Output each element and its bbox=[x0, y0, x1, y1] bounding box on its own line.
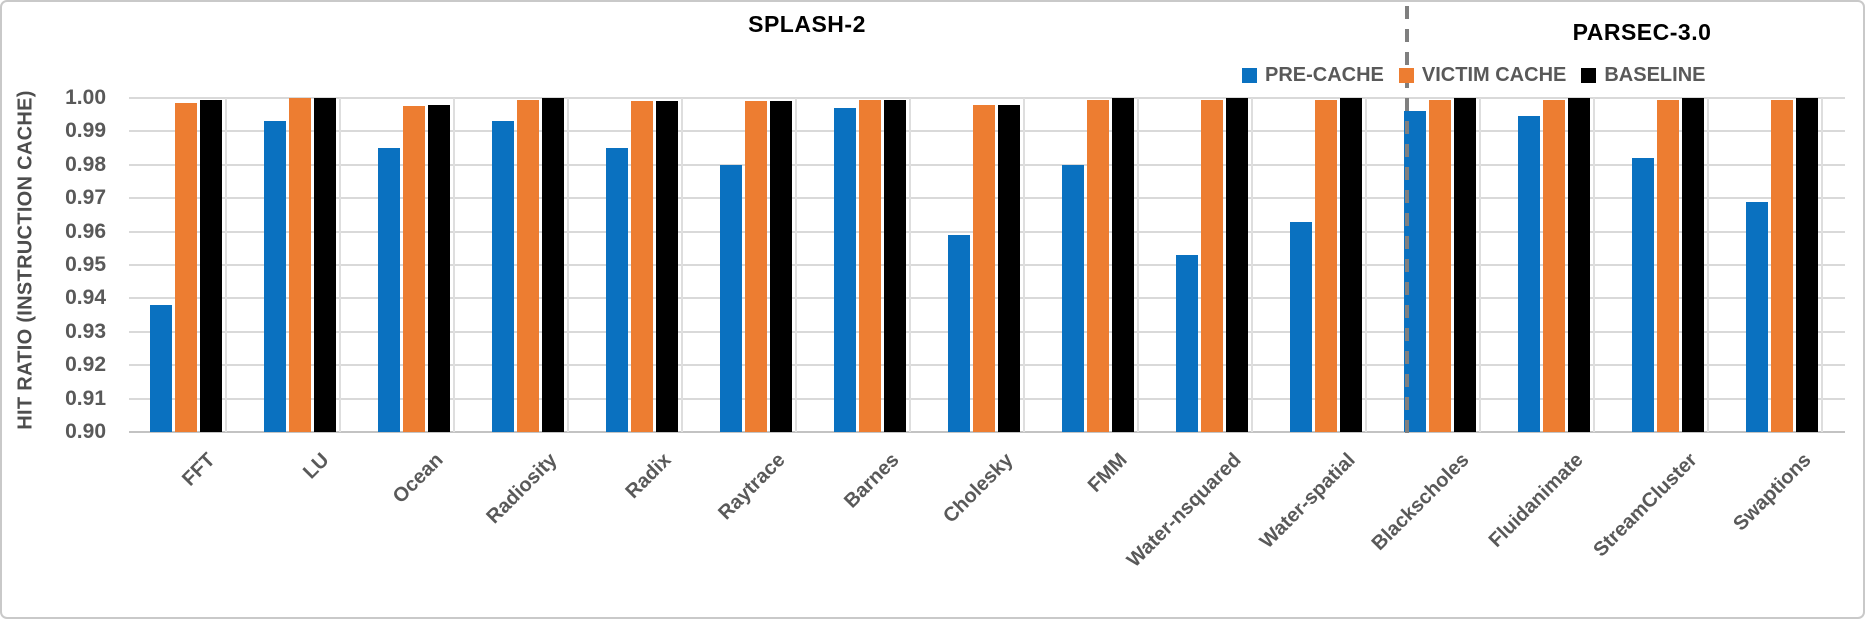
bar-pre-cache-Raytrace bbox=[720, 164, 742, 432]
y-tick-label: 0.92 bbox=[65, 353, 106, 377]
category-boundary-line bbox=[681, 98, 683, 432]
bar-baseline-Barnes bbox=[884, 99, 906, 432]
bar-pre-cache-Radix bbox=[606, 148, 628, 432]
bar-victim-cache-Water-nsquared bbox=[1201, 99, 1223, 432]
bar-pre-cache-LU bbox=[264, 121, 286, 432]
bar-victim-cache-Cholesky bbox=[973, 104, 995, 432]
bar-baseline-FFT bbox=[200, 99, 222, 432]
bar-baseline-Cholesky bbox=[998, 104, 1020, 432]
bar-victim-cache-Radiosity bbox=[517, 99, 539, 432]
bar-pre-cache-Blackscholes bbox=[1404, 111, 1426, 432]
category-boundary-line bbox=[1251, 98, 1253, 432]
bar-pre-cache-Ocean bbox=[378, 148, 400, 432]
suite-title-splash2: SPLASH-2 bbox=[748, 11, 866, 37]
bar-baseline-Water-spatial bbox=[1340, 98, 1362, 432]
legend-label: PRE-CACHE bbox=[1265, 64, 1384, 86]
bar-pre-cache-Barnes bbox=[834, 108, 856, 432]
y-tick-label: 0.90 bbox=[65, 420, 106, 443]
y-tick-label: 0.95 bbox=[65, 253, 106, 276]
bar-victim-cache-Blackscholes bbox=[1429, 99, 1451, 432]
y-tick-label: 0.99 bbox=[65, 119, 106, 143]
bar-victim-cache-Raytrace bbox=[745, 101, 767, 432]
gridline bbox=[129, 431, 1845, 433]
legend-label: BASELINE bbox=[1604, 64, 1706, 86]
gridline bbox=[129, 97, 1845, 99]
category-boundary-line bbox=[225, 98, 227, 432]
bar-pre-cache-Water-nsquared bbox=[1176, 254, 1198, 432]
bar-baseline-Swaptions bbox=[1796, 98, 1818, 432]
bar-victim-cache-Radix bbox=[631, 101, 653, 432]
y-tick-label: 0.98 bbox=[65, 152, 106, 176]
bar-baseline-Water-nsquared bbox=[1226, 98, 1248, 432]
bar-baseline-StreamCluster bbox=[1682, 98, 1704, 432]
bar-pre-cache-Swaptions bbox=[1746, 201, 1768, 432]
bar-pre-cache-Fluidanimate bbox=[1518, 116, 1540, 432]
legend-label: VICTIM CACHE bbox=[1421, 64, 1567, 86]
category-boundary-line bbox=[795, 98, 797, 432]
bar-victim-cache-FFT bbox=[175, 103, 197, 432]
legend-item-victim-cache: VICTIM CACHE bbox=[1398, 64, 1567, 87]
y-tick-label: 0.94 bbox=[65, 286, 106, 310]
y-tick-label: 0.96 bbox=[65, 219, 106, 243]
bar-victim-cache-Fluidanimate bbox=[1543, 99, 1565, 432]
bar-victim-cache-FMM bbox=[1087, 99, 1109, 432]
category-boundary-line bbox=[1365, 98, 1367, 432]
legend-swatch-icon bbox=[1242, 68, 1257, 83]
category-boundary-line bbox=[567, 98, 569, 432]
category-boundary-line bbox=[1023, 98, 1025, 432]
legend-item-baseline: BASELINE bbox=[1581, 64, 1705, 87]
bar-victim-cache-Barnes bbox=[859, 99, 881, 432]
bar-victim-cache-Ocean bbox=[403, 106, 425, 432]
y-tick-label: 1.00 bbox=[65, 86, 106, 109]
bar-pre-cache-StreamCluster bbox=[1632, 158, 1654, 432]
bar-baseline-Blackscholes bbox=[1454, 98, 1476, 432]
suite-separator-dashed-line bbox=[1405, 6, 1409, 440]
bar-pre-cache-Cholesky bbox=[948, 234, 970, 432]
bar-pre-cache-FFT bbox=[150, 305, 172, 432]
bar-baseline-Radiosity bbox=[542, 98, 564, 432]
bar-pre-cache-Water-spatial bbox=[1290, 221, 1312, 432]
y-tick-label: 0.91 bbox=[65, 386, 106, 410]
bar-baseline-LU bbox=[314, 98, 336, 432]
y-tick-label: 0.93 bbox=[65, 319, 106, 343]
legend: PRE-CACHE VICTIM CACHE BASELINE bbox=[1242, 64, 1705, 87]
bar-victim-cache-Swaptions bbox=[1771, 99, 1793, 432]
suite-title-parsec3: PARSEC-3.0 bbox=[1572, 19, 1712, 45]
bar-baseline-Radix bbox=[656, 101, 678, 432]
category-boundary-line bbox=[909, 98, 911, 432]
y-tick-label: 0.97 bbox=[65, 186, 106, 210]
category-boundary-line bbox=[1137, 98, 1139, 432]
bar-pre-cache-FMM bbox=[1062, 164, 1084, 432]
bar-baseline-FMM bbox=[1112, 98, 1134, 432]
legend-swatch-icon bbox=[1581, 68, 1597, 83]
bar-baseline-Fluidanimate bbox=[1568, 98, 1590, 432]
category-boundary-line bbox=[1821, 98, 1823, 432]
bar-pre-cache-Radiosity bbox=[492, 121, 514, 432]
category-boundary-line bbox=[339, 98, 341, 432]
category-boundary-line bbox=[453, 98, 455, 432]
bar-baseline-Ocean bbox=[428, 104, 450, 432]
category-boundary-line bbox=[1479, 98, 1481, 432]
category-boundary-line bbox=[1707, 98, 1709, 432]
bar-victim-cache-StreamCluster bbox=[1657, 99, 1679, 432]
legend-item-pre-cache: PRE-CACHE bbox=[1242, 64, 1384, 87]
bar-victim-cache-LU bbox=[289, 98, 311, 432]
bar-victim-cache-Water-spatial bbox=[1315, 99, 1337, 432]
category-boundary-line bbox=[1593, 98, 1595, 432]
bar-baseline-Raytrace bbox=[770, 101, 792, 432]
legend-swatch-icon bbox=[1398, 68, 1414, 83]
